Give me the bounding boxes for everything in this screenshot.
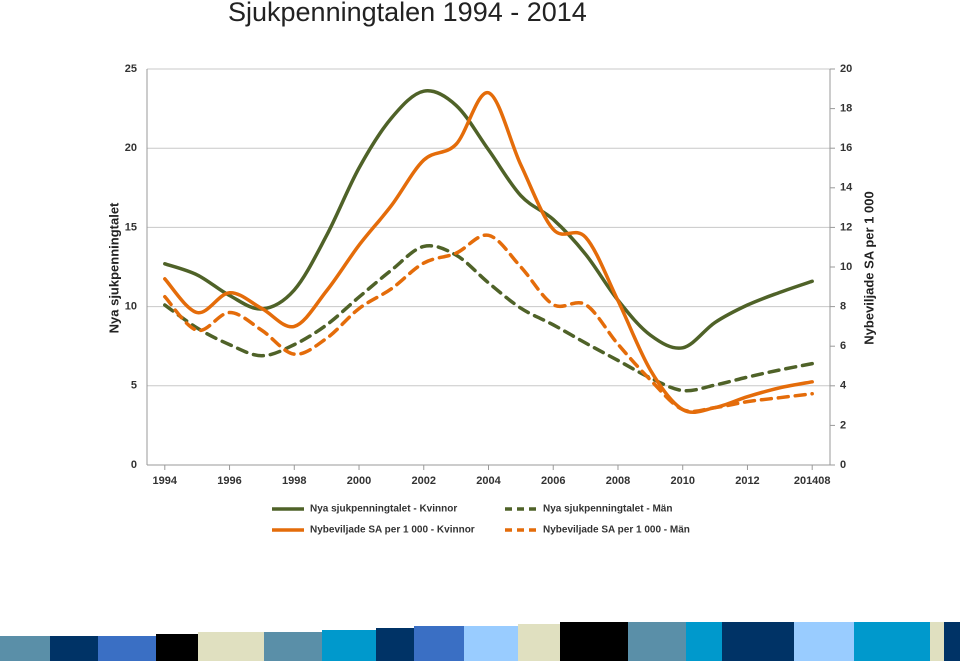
footer-stripe [0, 622, 960, 661]
legend-label: Nya sjukpenningtalet - Kvinnor [310, 504, 457, 515]
y-tick-label: 15 [125, 221, 137, 233]
x-tick-label: 1994 [153, 475, 178, 487]
x-tick-label: 2012 [735, 475, 759, 487]
series-line [163, 89, 814, 350]
x-tick-label: 2004 [476, 475, 501, 487]
y2-tick-label: 0 [840, 459, 846, 471]
series-line [163, 91, 814, 415]
x-tick-label: 2010 [670, 475, 694, 487]
y2-tick-label: 16 [840, 142, 852, 154]
y2-tick-label: 14 [840, 182, 853, 194]
legend-label: Nya sjukpenningtalet - Män [543, 504, 672, 515]
y-tick-label: 0 [131, 459, 137, 471]
x-tick-label: 2006 [541, 475, 565, 487]
y2-tick-label: 8 [840, 301, 846, 313]
x-tick-label: 1996 [217, 475, 241, 487]
y2-tick-label: 20 [840, 63, 852, 75]
x-tick-label: 1998 [282, 475, 306, 487]
series-line [163, 233, 814, 414]
legend-label: Nybeviljade SA per 1 000 - Kvinnor [310, 525, 475, 536]
y2-tick-label: 18 [840, 103, 852, 115]
y2-tick-label: 2 [840, 419, 846, 431]
x-tick-label: 201408 [794, 475, 831, 487]
legend-label: Nybeviljade SA per 1 000 - Män [543, 525, 690, 536]
y2-tick-label: 10 [840, 261, 852, 273]
y-tick-label: 25 [125, 63, 137, 75]
y2-tick-label: 4 [840, 380, 847, 392]
x-tick-label: 2008 [606, 475, 630, 487]
y-axis-label: Nya sjukpenningtalet [106, 202, 121, 333]
x-tick-label: 2000 [347, 475, 371, 487]
y2-tick-label: 6 [840, 340, 846, 352]
y2-axis-label: Nybeviljade SA per 1 000 [861, 191, 876, 344]
y-tick-label: 20 [125, 142, 137, 154]
y2-tick-label: 12 [840, 221, 852, 233]
y-tick-label: 5 [131, 380, 137, 392]
y-tick-label: 10 [125, 301, 137, 313]
x-tick-label: 2002 [412, 475, 436, 487]
series-line [163, 244, 814, 393]
chart-title: Sjukpenningtalen 1994 - 2014 [228, 0, 587, 27]
